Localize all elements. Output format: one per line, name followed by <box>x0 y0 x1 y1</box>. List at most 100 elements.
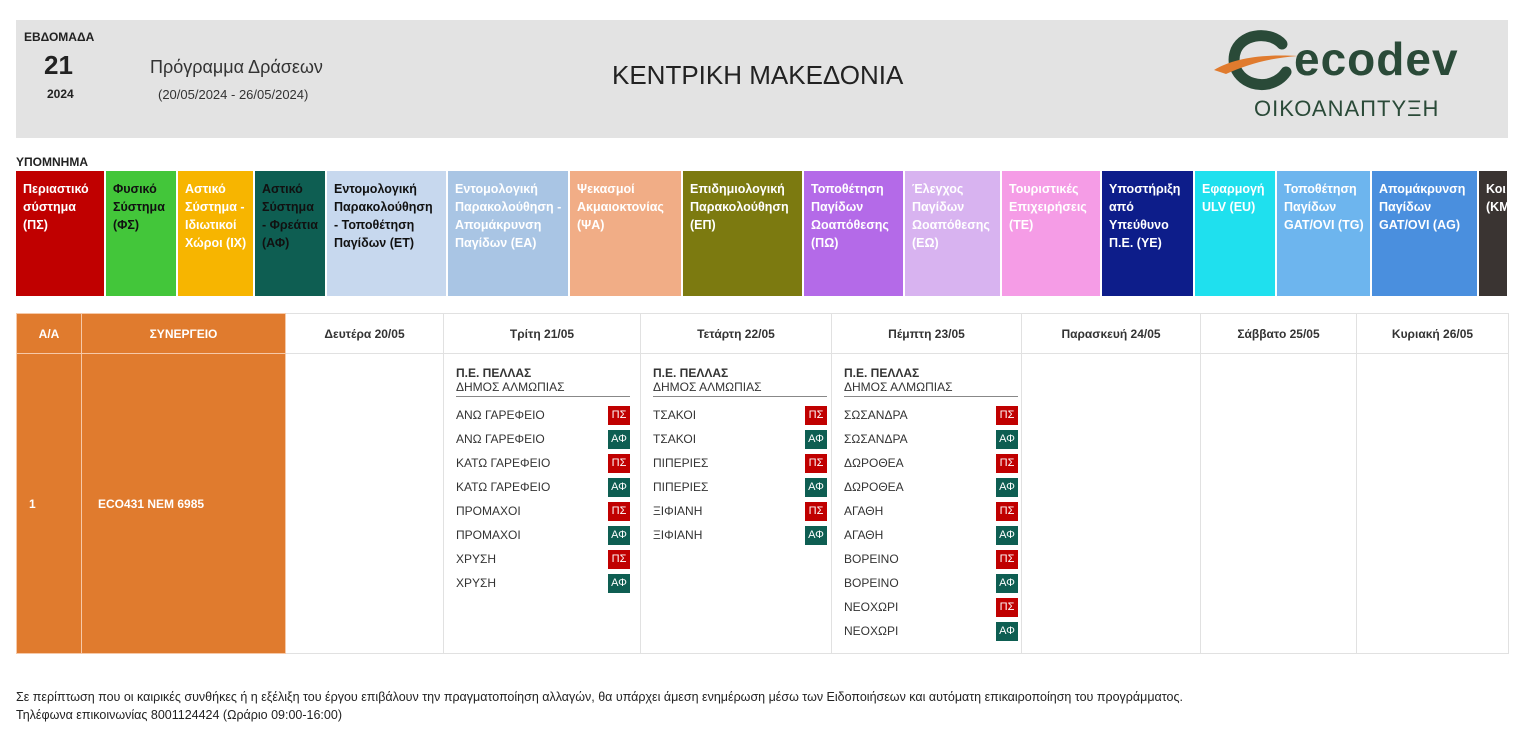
activity-code-badge: ΑΦ <box>608 429 630 449</box>
legend-item: Τοποθέτηση Παγίδων GAT/OVI (TG) <box>1277 171 1372 296</box>
list-item: ΞΙΦΙΑΝΗ ΠΣ <box>653 499 827 523</box>
day-header: Κυριακή 26/05 <box>1356 313 1509 354</box>
day-header: Πέμπτη 23/05 <box>831 313 1022 354</box>
regional-unit: Π.Ε. ΠΕΛΛΑΣ <box>456 366 532 380</box>
list-item: ΤΣΑΚΟΙ ΠΣ <box>653 403 827 427</box>
day-cell <box>1200 353 1357 654</box>
activity-code-badge: ΑΦ <box>805 429 827 449</box>
day-cell: Π.Ε. ΠΕΛΛΑΣ ΔΗΜΟΣ ΑΛΜΩΠΙΑΣ ΣΩΣΑΝΔΡΑ ΠΣ ΣΩΣΑΝ… <box>831 353 1022 654</box>
legend-item: Εντομολογική Παρακολούθηση - Τοποθέτηση … <box>327 171 448 296</box>
place-name: ΑΝΩ ΓΑΡΕΦΕΙΟ <box>456 408 545 422</box>
day-cell <box>285 353 444 654</box>
activity-code-badge: ΑΦ <box>608 573 630 593</box>
legend-item: Εντομολογική Παρακολούθηση - Απομάκρυνση… <box>448 171 570 296</box>
activity-code-badge: ΠΣ <box>996 405 1018 425</box>
activity-code-badge: ΠΣ <box>608 501 630 521</box>
activity-code-badge: ΠΣ <box>608 405 630 425</box>
activity-code-badge: ΠΣ <box>805 453 827 473</box>
place-name: ΑΓΑΘΗ <box>844 528 884 542</box>
logo-subtitle: ΟΙΚΟΑΝΑΠΤΥΞΗ <box>1254 96 1440 121</box>
list-item: ΚΑΤΩ ΓΑΡΕΦΕΙΟ ΠΣ <box>456 451 630 475</box>
day-cell: Π.Ε. ΠΕΛΛΑΣ ΔΗΜΟΣ ΑΛΜΩΠΙΑΣ ΑΝΩ ΓΑΡΕΦΕΙΟ ΠΣ Α… <box>443 353 641 654</box>
day-header: Δευτέρα 20/05 <box>285 313 444 354</box>
legend-item: Τοποθέτηση Παγίδων Ωοαπόθεσης (ΠΩ) <box>804 171 905 296</box>
list-item: ΠΙΠΕΡΙΕΣ ΠΣ <box>653 451 827 475</box>
activity-code-badge: ΠΣ <box>996 549 1018 569</box>
activity-code-badge: ΠΣ <box>996 597 1018 617</box>
week-year: 2024 <box>47 87 74 101</box>
activity-code-badge: ΠΣ <box>996 453 1018 473</box>
activity-code-badge: ΠΣ <box>805 405 827 425</box>
activity-code-badge: ΑΦ <box>805 525 827 545</box>
legend-item: Αστικό Σύστημα - Ιδιωτικοί Χώροι (ΙΧ) <box>178 171 255 296</box>
list-item: ΧΡΥΣΗ ΑΦ <box>456 571 630 595</box>
list-item: ΝΕΟΧΩΡΙ ΑΦ <box>844 619 1018 643</box>
program-title: Πρόγραμμα Δράσεων <box>150 57 323 77</box>
legend-item: Εφαρμογή ULV (EU) <box>1195 171 1277 296</box>
activity-code-badge: ΠΣ <box>996 501 1018 521</box>
activity-code-badge: ΠΣ <box>608 549 630 569</box>
row-number: 1 <box>16 353 82 654</box>
logo-wordmark: ecodev <box>1294 33 1459 85</box>
place-name: ΤΣΑΚΟΙ <box>653 408 697 422</box>
day-header: Τετάρτη 22/05 <box>640 313 832 354</box>
place-name: ΞΙΦΙΑΝΗ <box>653 504 703 518</box>
legend-item: Περιαστικό σύστημα (ΠΣ) <box>16 171 106 296</box>
place-name: ΠΙΠΕΡΙΕΣ <box>653 456 709 470</box>
municipality: ΔΗΜΟΣ ΑΛΜΩΠΙΑΣ <box>456 380 630 397</box>
place-name: ΞΙΦΙΑΝΗ <box>653 528 703 542</box>
list-item: ΣΩΣΑΝΔΡΑ ΑΦ <box>844 427 1018 451</box>
list-item: ΠΡΟΜΑΧΟΙ ΑΦ <box>456 523 630 547</box>
activity-code-badge: ΑΦ <box>996 477 1018 497</box>
day-cell: Π.Ε. ΠΕΛΛΑΣ ΔΗΜΟΣ ΑΛΜΩΠΙΑΣ ΤΣΑΚΟΙ ΠΣ ΤΣΑΚΟΙ Α… <box>640 353 832 654</box>
list-item: ΑΓΑΘΗ ΠΣ <box>844 499 1018 523</box>
legend-item: Υποστήριξη από Υπεύθυνο Π.Ε. (ΥΕ) <box>1102 171 1195 296</box>
legend-item: Φυσικό Σύστημα (ΦΣ) <box>106 171 178 296</box>
legend-item: Κοι (ΚΜ <box>1479 171 1508 296</box>
activity-code-badge: ΑΦ <box>996 573 1018 593</box>
list-item: ΒΟΡΕΙΝΟ ΑΦ <box>844 571 1018 595</box>
day-cell <box>1356 353 1509 654</box>
legend-item: Ψεκασμοί Ακμαιοκτονίας (ΨΑ) <box>570 171 683 296</box>
activity-code-badge: ΑΦ <box>608 525 630 545</box>
list-item: ΝΕΟΧΩΡΙ ΠΣ <box>844 595 1018 619</box>
col-team-header: ΣΥΝΕΡΓΕΙΟ <box>81 313 286 354</box>
list-item: ΠΙΠΕΡΙΕΣ ΑΦ <box>653 475 827 499</box>
regional-unit: Π.Ε. ΠΕΛΛΑΣ <box>844 366 920 380</box>
table-row: 1 ECO431 ΝΕΜ 6985 Π.Ε. ΠΕΛΛΑΣ ΔΗΜΟΣ ΑΛΜΩΠΙΑ… <box>16 353 1509 654</box>
activity-code-badge: ΠΣ <box>805 501 827 521</box>
place-name: ΠΡΟΜΑΧΟΙ <box>456 528 521 542</box>
day-cell <box>1021 353 1201 654</box>
list-item: ΑΝΩ ΓΑΡΕΦΕΙΟ ΠΣ <box>456 403 630 427</box>
week-number: 21 <box>44 50 73 80</box>
legend-item: Επιδημιολογική Παρακολούθηση (ΕΠ) <box>683 171 804 296</box>
place-name: ΑΝΩ ΓΑΡΕΦΕΙΟ <box>456 432 545 446</box>
list-item: ΠΡΟΜΑΧΟΙ ΠΣ <box>456 499 630 523</box>
footer-line-2: Τηλέφωνα επικοινωνίας 8001124424 (Ωράριο… <box>16 708 342 722</box>
activity-code-badge: ΑΦ <box>996 429 1018 449</box>
list-item: ΔΩΡΟΘΕΑ ΠΣ <box>844 451 1018 475</box>
place-name: ΤΣΑΚΟΙ <box>653 432 697 446</box>
region-title: ΚΕΝΤΡΙΚΗ ΜΑΚΕΔΟΝΙΑ <box>612 60 904 90</box>
page-header: ΕΒΔΟΜΑΔΑ 21 2024 Πρόγραμμα Δράσεων (20/0… <box>16 20 1508 138</box>
table-header-row: Α/Α ΣΥΝΕΡΓΕΙΟ Δευτέρα 20/05 Τρίτη 21/05 … <box>16 313 1509 354</box>
place-name: ΔΩΡΟΘΕΑ <box>844 456 904 470</box>
list-item: ΒΟΡΕΙΝΟ ΠΣ <box>844 547 1018 571</box>
list-item: ΞΙΦΙΑΝΗ ΑΦ <box>653 523 827 547</box>
team-name: ECO431 ΝΕΜ 6985 <box>81 353 286 654</box>
activity-code-badge: ΑΦ <box>805 477 827 497</box>
list-item: ΤΣΑΚΟΙ ΑΦ <box>653 427 827 451</box>
list-item: ΣΩΣΑΝΔΡΑ ΠΣ <box>844 403 1018 427</box>
place-name: ΒΟΡΕΙΝΟ <box>844 576 899 590</box>
place-name: ΧΡΥΣΗ <box>456 576 497 590</box>
legend-item: Έλεγχος Παγίδων Ωοαπόθεσης (ΕΩ) <box>905 171 1002 296</box>
legend-item: Απομάκρυνση Παγίδων GAT/OVI (AG) <box>1372 171 1479 296</box>
legend-bar: Περιαστικό σύστημα (ΠΣ) Φυσικό Σύστημα (Φ… <box>16 171 1508 296</box>
place-name: ΣΩΣΑΝΔΡΑ <box>844 408 908 422</box>
schedule-table: Α/Α ΣΥΝΕΡΓΕΙΟ Δευτέρα 20/05 Τρίτη 21/05 … <box>16 313 1509 654</box>
place-name: ΝΕΟΧΩΡΙ <box>844 600 899 614</box>
day-header: Σάββατο 25/05 <box>1200 313 1357 354</box>
activity-code-badge: ΑΦ <box>608 477 630 497</box>
place-name: ΚΑΤΩ ΓΑΡΕΦΕΙΟ <box>456 456 551 470</box>
ecodev-logo: ecodev ΟΙΚΟΑΝΑΠΤΥΞΗ <box>1212 30 1492 130</box>
